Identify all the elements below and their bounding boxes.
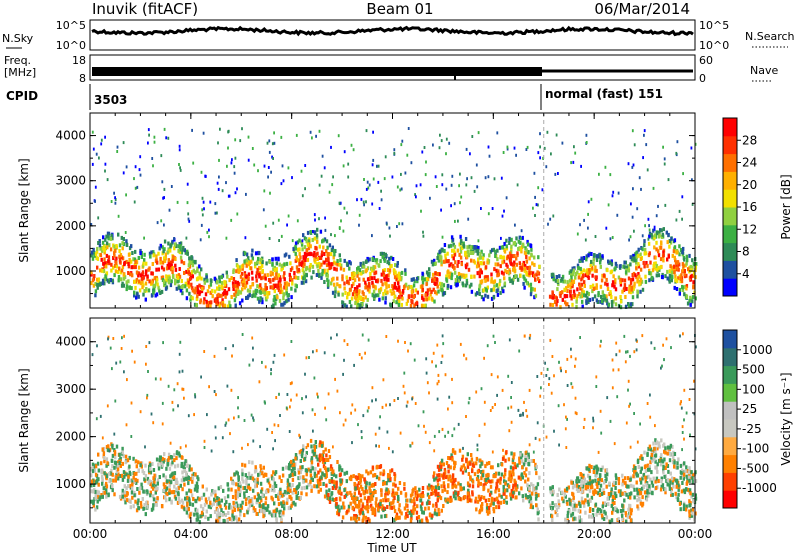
date-title: 06/Mar/2014 (594, 0, 690, 18)
beam-title: Beam 01 (366, 0, 433, 18)
cpid-segment-2: normal (fast) 151 (545, 87, 663, 101)
nsearch-label: N.Search (745, 30, 795, 43)
colorbar-swatch (723, 401, 737, 420)
colorbar-swatch (723, 472, 737, 491)
nsky-label: N.Sky (2, 32, 34, 45)
echo-cells (90, 332, 698, 525)
freq-strip: Freq. [MHz] 18 8 60 0 Nave (4, 54, 778, 85)
freq-unit: [MHz] (4, 66, 36, 79)
nsky-strip: N.Sky 10^5 10^0 10^5 10^0 N.Search (2, 19, 795, 52)
colorbar-swatch (723, 135, 737, 155)
x-tick-label: 04:00 (174, 527, 209, 541)
x-tick-label: 00:00 (678, 527, 713, 541)
nave-tick-bottom: 0 (699, 72, 706, 85)
colorbar-tick-label: -100 (742, 442, 769, 456)
x-tick-label: 16:00 (476, 527, 511, 541)
y-tick-label: 4000 (55, 129, 86, 143)
nsky-trace (91, 25, 694, 37)
nsearch-tick-top: 10^5 (699, 19, 729, 32)
colorbar-tick-label: -500 (742, 461, 769, 475)
freq-trace (92, 67, 542, 76)
colorbar-tick-label: 4 (742, 267, 750, 281)
colorbar-swatch (723, 454, 737, 473)
y-tick-label: 4000 (55, 335, 86, 349)
x-tick-label: 12:00 (375, 527, 410, 541)
colorbar-label: Power [dB] (779, 174, 793, 239)
freq-tick-top: 18 (72, 54, 86, 67)
colorbar-swatch (723, 118, 737, 137)
colorbar-tick-label: 12 (742, 222, 757, 236)
echo-cells (90, 127, 698, 310)
power-panel: 1000 2000 3000 4000 Slant Range [km] (17, 112, 698, 310)
x-tick-label: 20:00 (577, 527, 612, 541)
y-tick-label: 2000 (55, 219, 86, 233)
time-axis-label: Time UT (366, 541, 417, 554)
nsky-tick-bottom: 10^0 (56, 39, 86, 52)
y-axis-label: Slant Range [km] (17, 158, 31, 262)
colorbar-swatch (723, 490, 737, 509)
freq-tick-bottom: 8 (79, 72, 86, 85)
colorbar-tick-label: 1000 (742, 343, 773, 357)
colorbar-label: Velocity [m s⁻¹] (779, 372, 793, 465)
colorbar-tick-label: 28 (742, 133, 757, 147)
colorbar-swatch (723, 260, 737, 279)
cpid-row: CPID 3503 normal (fast) 151 (6, 84, 663, 110)
colorbar-tick-label: -25 (742, 422, 762, 436)
colorbar-swatch (723, 347, 737, 367)
x-tick-label: 08:00 (274, 527, 309, 541)
y-tick-label: 1000 (55, 264, 86, 278)
colorbar-swatch (723, 278, 737, 297)
nave-label: Nave (750, 64, 778, 77)
velocity-colorbar: 1000 500 100 25 -25 -100 -500 -1000 Velocity [m … (722, 329, 793, 509)
colorbar-swatch (723, 419, 737, 438)
colorbar-tick-label: 24 (742, 156, 757, 170)
colorbar-swatch (723, 383, 737, 402)
colorbar-swatch (723, 153, 737, 172)
colorbar-tick-label: 25 (742, 402, 757, 416)
colorbar-swatch (723, 436, 737, 456)
colorbar-tick-label: 8 (742, 245, 750, 259)
station-title: Inuvik (fitACF) (92, 0, 198, 18)
cpid-segment-1: 3503 (94, 93, 127, 107)
colorbar-tick-label: 20 (742, 178, 757, 192)
colorbar-swatch (723, 330, 737, 349)
time-axis: 00:00 04:00 08:00 12:00 16:00 20:00 00:00 (73, 527, 713, 541)
colorbar-swatch (723, 224, 737, 244)
colorbar-tick-label: 16 (742, 200, 757, 214)
y-tick-label: 3000 (55, 382, 86, 396)
colorbar-tick-label: 100 (742, 382, 765, 396)
colorbar-tick-label: -1000 (742, 481, 777, 495)
colorbar-swatch (723, 189, 737, 208)
freq-label: Freq. (4, 54, 31, 67)
colorbar-swatch (723, 365, 737, 384)
y-tick-label: 3000 (55, 174, 86, 188)
y-tick-label: 2000 (55, 430, 86, 444)
y-axis-label: Slant Range [km] (17, 368, 31, 472)
colorbar-swatch (723, 242, 737, 261)
nsearch-tick-bottom: 10^0 (699, 39, 729, 52)
power-colorbar: 28 24 20 16 12 8 4 Power [dB] (722, 117, 793, 297)
nave-tick-top: 60 (699, 54, 713, 67)
y-tick-label: 1000 (55, 477, 86, 491)
velocity-panel: 1000 2000 3000 4000 Slant Range [km] (17, 317, 698, 525)
colorbar-swatch (723, 171, 737, 190)
colorbar-swatch (723, 207, 737, 226)
x-tick-label: 00:00 (73, 527, 108, 541)
cpid-label: CPID (6, 89, 38, 103)
colorbar-tick-label: 500 (742, 363, 765, 377)
nsky-tick-top: 10^5 (56, 19, 86, 32)
